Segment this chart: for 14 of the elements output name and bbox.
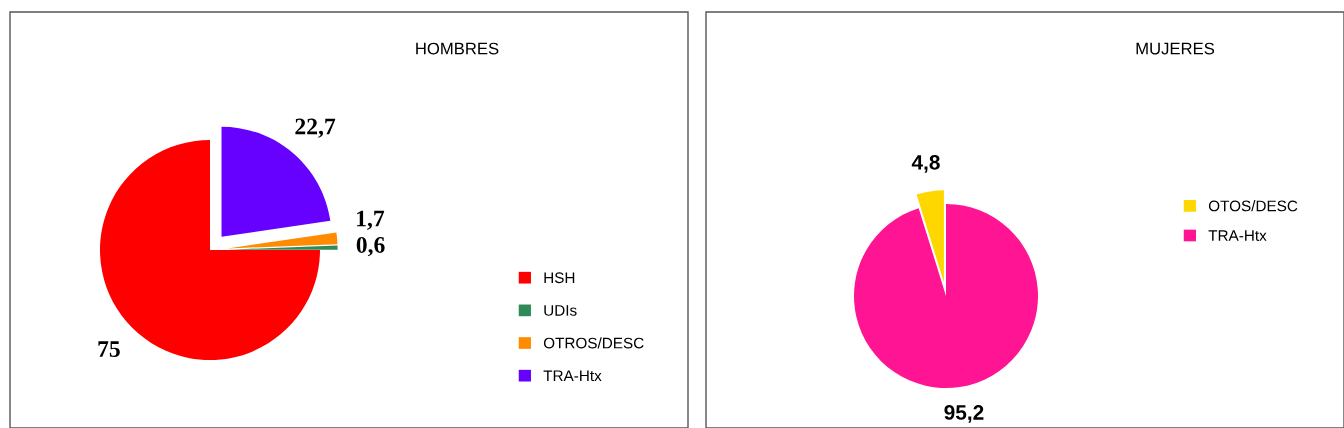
data-label: 4,8	[911, 154, 940, 173]
data-label: 1,7	[357, 210, 385, 230]
data-label: 75	[98, 341, 120, 358]
data-label: 22,7	[295, 118, 336, 138]
legend-label: TRA-Htx	[1208, 230, 1267, 241]
data-label: 0,6	[356, 236, 385, 257]
legend-label: OTROS/DESC	[543, 337, 644, 349]
data-label: 95,2	[944, 405, 984, 423]
legend-label: UDIs	[544, 305, 577, 316]
legend-label: OTOS/DESC	[1208, 200, 1298, 212]
chart-title: MUJERES	[1136, 42, 1215, 55]
legend-label: HSH	[544, 272, 575, 284]
legend-label: TRA-Htx	[543, 370, 602, 382]
chart-title: HOMBRES	[416, 42, 499, 55]
